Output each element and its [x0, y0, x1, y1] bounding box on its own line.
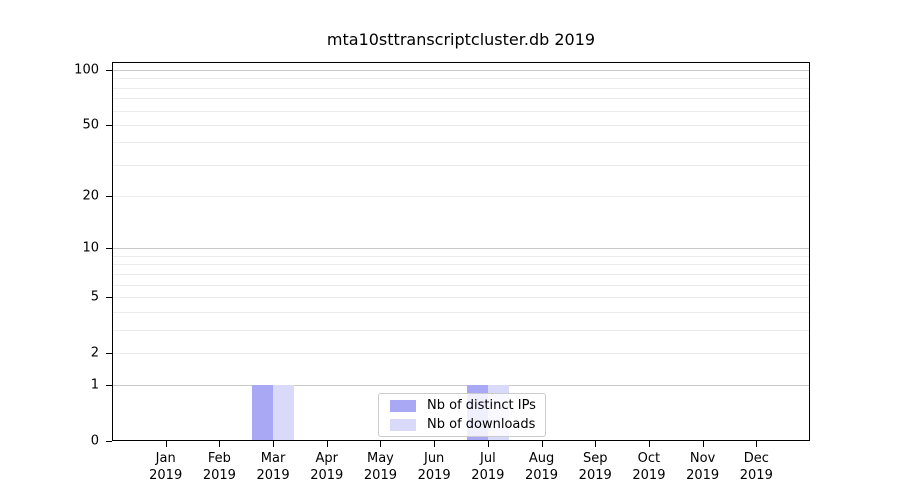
y-tick-mark	[106, 441, 112, 442]
gridline-minor	[113, 255, 809, 257]
y-tick-label: 50	[82, 117, 99, 133]
gridline-minor	[113, 98, 809, 100]
x-tick-mark	[166, 441, 167, 447]
gridline-major	[113, 70, 809, 71]
x-tick-label: Mar 2019	[256, 451, 290, 483]
y-tick-label: 10	[82, 240, 99, 256]
gridline-minor	[113, 142, 809, 144]
gridline-minor	[113, 164, 809, 166]
legend-item: Nb of downloads	[390, 416, 537, 432]
y-tick-mark	[106, 353, 112, 354]
x-tick-label: Jun 2019	[417, 451, 451, 483]
gridline-minor	[113, 329, 809, 331]
x-tick-label: Feb 2019	[202, 451, 236, 483]
gridline-minor	[113, 196, 809, 198]
chart-title: mta10sttranscriptcluster.db 2019	[326, 30, 596, 49]
legend-item: Nb of distinct IPs	[390, 397, 537, 413]
x-tick-mark	[595, 441, 596, 447]
bar-nb-of-downloads-mar	[273, 385, 295, 440]
x-tick-label: May 2019	[363, 451, 397, 483]
y-tick-label: 100	[74, 62, 99, 78]
bar-nb-of-distinct-ips-mar	[252, 385, 274, 440]
legend-label: Nb of distinct IPs	[427, 397, 536, 413]
gridline-major	[113, 248, 809, 250]
x-tick-label: Sep 2019	[578, 451, 612, 483]
x-tick-label: Oct 2019	[632, 451, 666, 483]
gridline-minor	[113, 284, 809, 286]
x-tick-mark	[434, 441, 435, 447]
y-tick-mark	[106, 125, 112, 126]
x-tick-label: Dec 2019	[739, 451, 773, 483]
y-tick-mark	[106, 297, 112, 298]
x-tick-mark	[327, 441, 328, 447]
gridline-minor	[113, 87, 809, 89]
y-tick-mark	[106, 70, 112, 71]
x-tick-label: Jul 2019	[471, 451, 505, 483]
x-tick-mark	[649, 441, 650, 447]
y-tick-label: 2	[90, 345, 99, 361]
legend: Nb of distinct IPs Nb of downloads	[378, 393, 546, 437]
legend-swatch	[390, 418, 416, 431]
x-tick-label: Nov 2019	[686, 451, 720, 483]
x-tick-mark	[542, 441, 543, 447]
gridline-minor	[113, 273, 809, 275]
gridline-minor	[113, 78, 809, 80]
gridline-major	[113, 385, 809, 387]
gridline-minor	[113, 296, 809, 298]
gridline-minor	[113, 264, 809, 266]
legend-label: Nb of downloads	[427, 416, 536, 432]
y-tick-label: 0	[90, 433, 99, 449]
y-tick-mark	[106, 196, 112, 197]
x-tick-label: Apr 2019	[310, 451, 344, 483]
x-tick-mark	[273, 441, 274, 447]
x-tick-mark	[488, 441, 489, 447]
x-tick-mark	[380, 441, 381, 447]
gridline-minor	[113, 352, 809, 354]
gridline-minor	[113, 311, 809, 313]
x-tick-label: Aug 2019	[524, 451, 559, 483]
x-tick-mark	[756, 441, 757, 447]
x-tick-mark	[703, 441, 704, 447]
x-tick-mark	[219, 441, 220, 447]
y-tick-label: 1	[90, 377, 99, 393]
legend-swatch	[390, 399, 416, 412]
x-tick-label: Jan 2019	[149, 451, 183, 483]
y-tick-mark	[106, 385, 112, 386]
y-tick-label: 5	[90, 289, 99, 305]
plot-area	[112, 62, 810, 441]
gridline-minor	[113, 110, 809, 112]
y-tick-label: 20	[82, 188, 99, 204]
y-tick-mark	[106, 248, 112, 249]
gridline-minor	[113, 124, 809, 126]
